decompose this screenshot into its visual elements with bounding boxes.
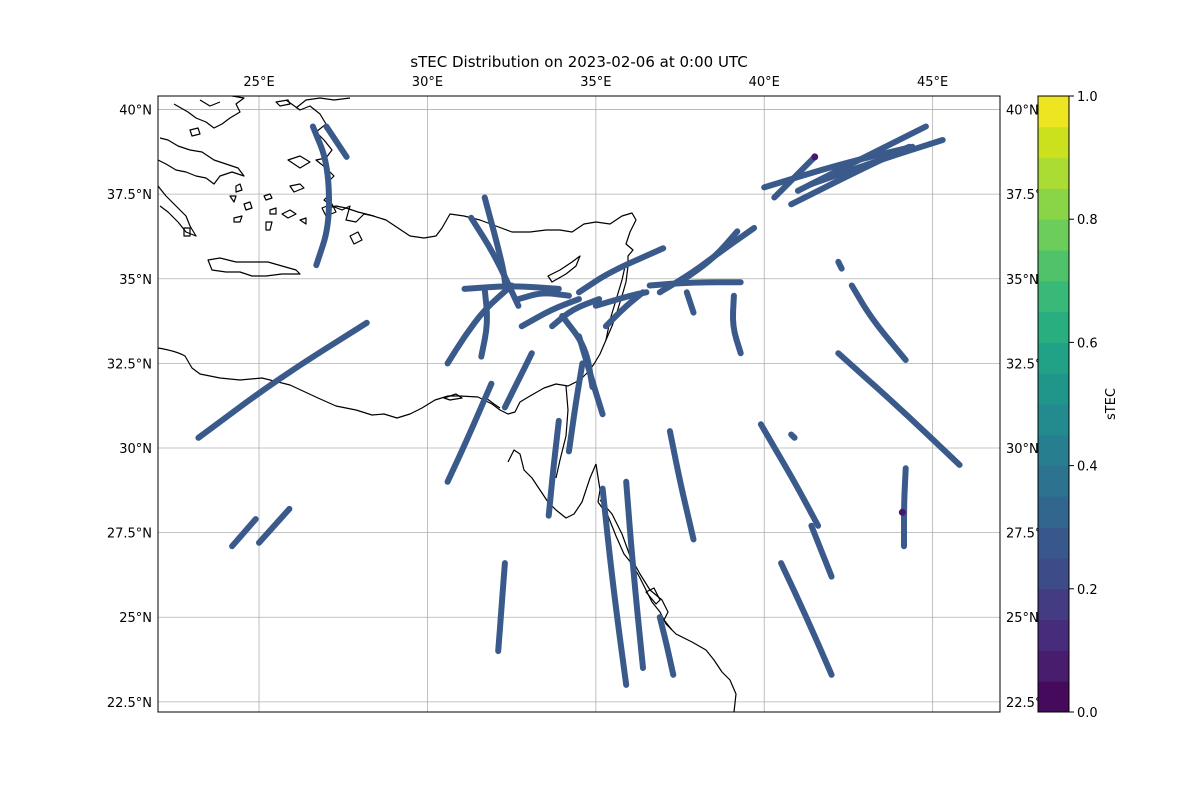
stec-track xyxy=(788,431,798,441)
lat-tick-label-left: 32.5°N xyxy=(107,357,152,372)
stec-track xyxy=(771,153,818,201)
colorbar-segment xyxy=(1038,373,1069,405)
stec-track xyxy=(757,421,822,529)
lat-tick-label-right: 40°N xyxy=(1006,104,1039,119)
lon-tick-label: 25°E xyxy=(243,75,274,90)
stec-track xyxy=(788,143,913,208)
stec-track xyxy=(683,289,697,316)
lat-tick-label-right: 35°N xyxy=(1006,273,1039,288)
map-frame xyxy=(157,95,1001,713)
colorbar-segment xyxy=(1038,126,1069,159)
gridlines xyxy=(158,96,1000,712)
stec-track xyxy=(495,560,508,655)
stec-track xyxy=(444,282,515,367)
stec-track xyxy=(761,143,916,191)
map-area xyxy=(158,96,963,712)
lat-tick-label-right: 30°N xyxy=(1006,442,1039,457)
stec-track xyxy=(501,350,535,411)
colorbar-segment xyxy=(1038,280,1069,313)
stec-anomaly-point xyxy=(898,508,906,516)
stec-track xyxy=(195,319,370,441)
lat-tick-label-left: 35°N xyxy=(119,273,152,288)
stec-track xyxy=(666,428,697,543)
lon-tick-label: 45°E xyxy=(917,75,948,90)
stec-track xyxy=(729,292,744,357)
lat-tick-label-left: 37.5°N xyxy=(107,188,152,203)
stec-track xyxy=(515,290,572,303)
lon-tick-label: 40°E xyxy=(749,75,780,90)
colorbar-segment xyxy=(1038,588,1069,621)
lon-tick-label: 35°E xyxy=(580,75,611,90)
colorbar-tick-label: 0.2 xyxy=(1077,583,1098,598)
stec-tracks xyxy=(195,123,963,688)
lat-tick-label-left: 25°N xyxy=(119,611,152,626)
stec-track xyxy=(576,333,606,418)
stec-track xyxy=(599,485,630,688)
map-title: sTEC Distribution on 2023-02-06 at 0:00 … xyxy=(410,53,747,71)
stec-track xyxy=(478,285,490,360)
stec-track xyxy=(602,289,646,330)
colorbar-segment xyxy=(1038,558,1069,590)
colorbar-label: sTEC xyxy=(1104,388,1119,420)
colorbar-segment xyxy=(1038,434,1069,467)
stec-track xyxy=(835,350,963,468)
lat-tick-label-left: 27.5°N xyxy=(107,527,152,542)
stec-track xyxy=(309,123,333,269)
lat-tick-label-left: 22.5°N xyxy=(107,696,152,711)
colorbar-segment xyxy=(1038,465,1069,497)
lat-tick-label-left: 40°N xyxy=(119,104,152,119)
colorbar-segment xyxy=(1038,96,1069,128)
stec-track xyxy=(677,228,741,286)
lat-tick-label-left: 30°N xyxy=(119,442,152,457)
colorbar-tick-label: 1.0 xyxy=(1077,90,1098,105)
colorbar-segment xyxy=(1038,311,1069,343)
stec-track xyxy=(444,380,495,485)
colorbar-segment xyxy=(1038,527,1069,559)
colorbar-tick-label: 0.4 xyxy=(1077,460,1098,475)
colorbar-tick-label: 0.6 xyxy=(1077,336,1098,351)
colorbar-segment xyxy=(1038,681,1069,713)
stec-track xyxy=(901,465,909,550)
stec-track xyxy=(518,296,582,330)
colorbar-tick-label: 0.0 xyxy=(1077,706,1098,721)
stec-track xyxy=(229,516,259,550)
colorbar-segment xyxy=(1038,219,1069,251)
stec-track xyxy=(646,279,744,289)
stec-anomaly-point xyxy=(811,153,819,161)
stec-track xyxy=(656,614,677,678)
colorbar-segment xyxy=(1038,188,1069,220)
stec-track xyxy=(623,478,646,671)
lon-tick-label: 30°E xyxy=(412,75,443,90)
colorbar-tick-label: 0.8 xyxy=(1077,213,1098,228)
colorbar-segment xyxy=(1038,157,1069,189)
stec-track xyxy=(468,214,522,309)
colorbar-segment xyxy=(1038,342,1069,374)
stec-track xyxy=(794,123,929,194)
lat-tick-label-right: 25°N xyxy=(1006,611,1039,626)
colorbar-segment xyxy=(1038,619,1069,651)
stec-track xyxy=(576,245,667,296)
stec-track xyxy=(835,258,845,272)
colorbar-segment xyxy=(1038,650,1069,682)
stec-track xyxy=(323,123,350,160)
colorbar-segment xyxy=(1038,404,1069,436)
colorbar-frame xyxy=(1037,95,1070,713)
stec-track xyxy=(808,522,835,580)
stec-track xyxy=(256,505,293,546)
stec-track xyxy=(565,360,586,455)
stec-track xyxy=(778,560,835,678)
colorbar xyxy=(1038,96,1069,713)
stec-track xyxy=(848,282,909,363)
stec-anomalies xyxy=(811,153,906,516)
stec-track xyxy=(545,417,562,519)
colorbar-ticks: 0.0 0.2 0.4 0.6 0.8 1.0 xyxy=(1069,90,1098,721)
colorbar-segment xyxy=(1038,496,1069,528)
colorbar-segment xyxy=(1038,250,1069,282)
coastlines xyxy=(158,96,737,712)
